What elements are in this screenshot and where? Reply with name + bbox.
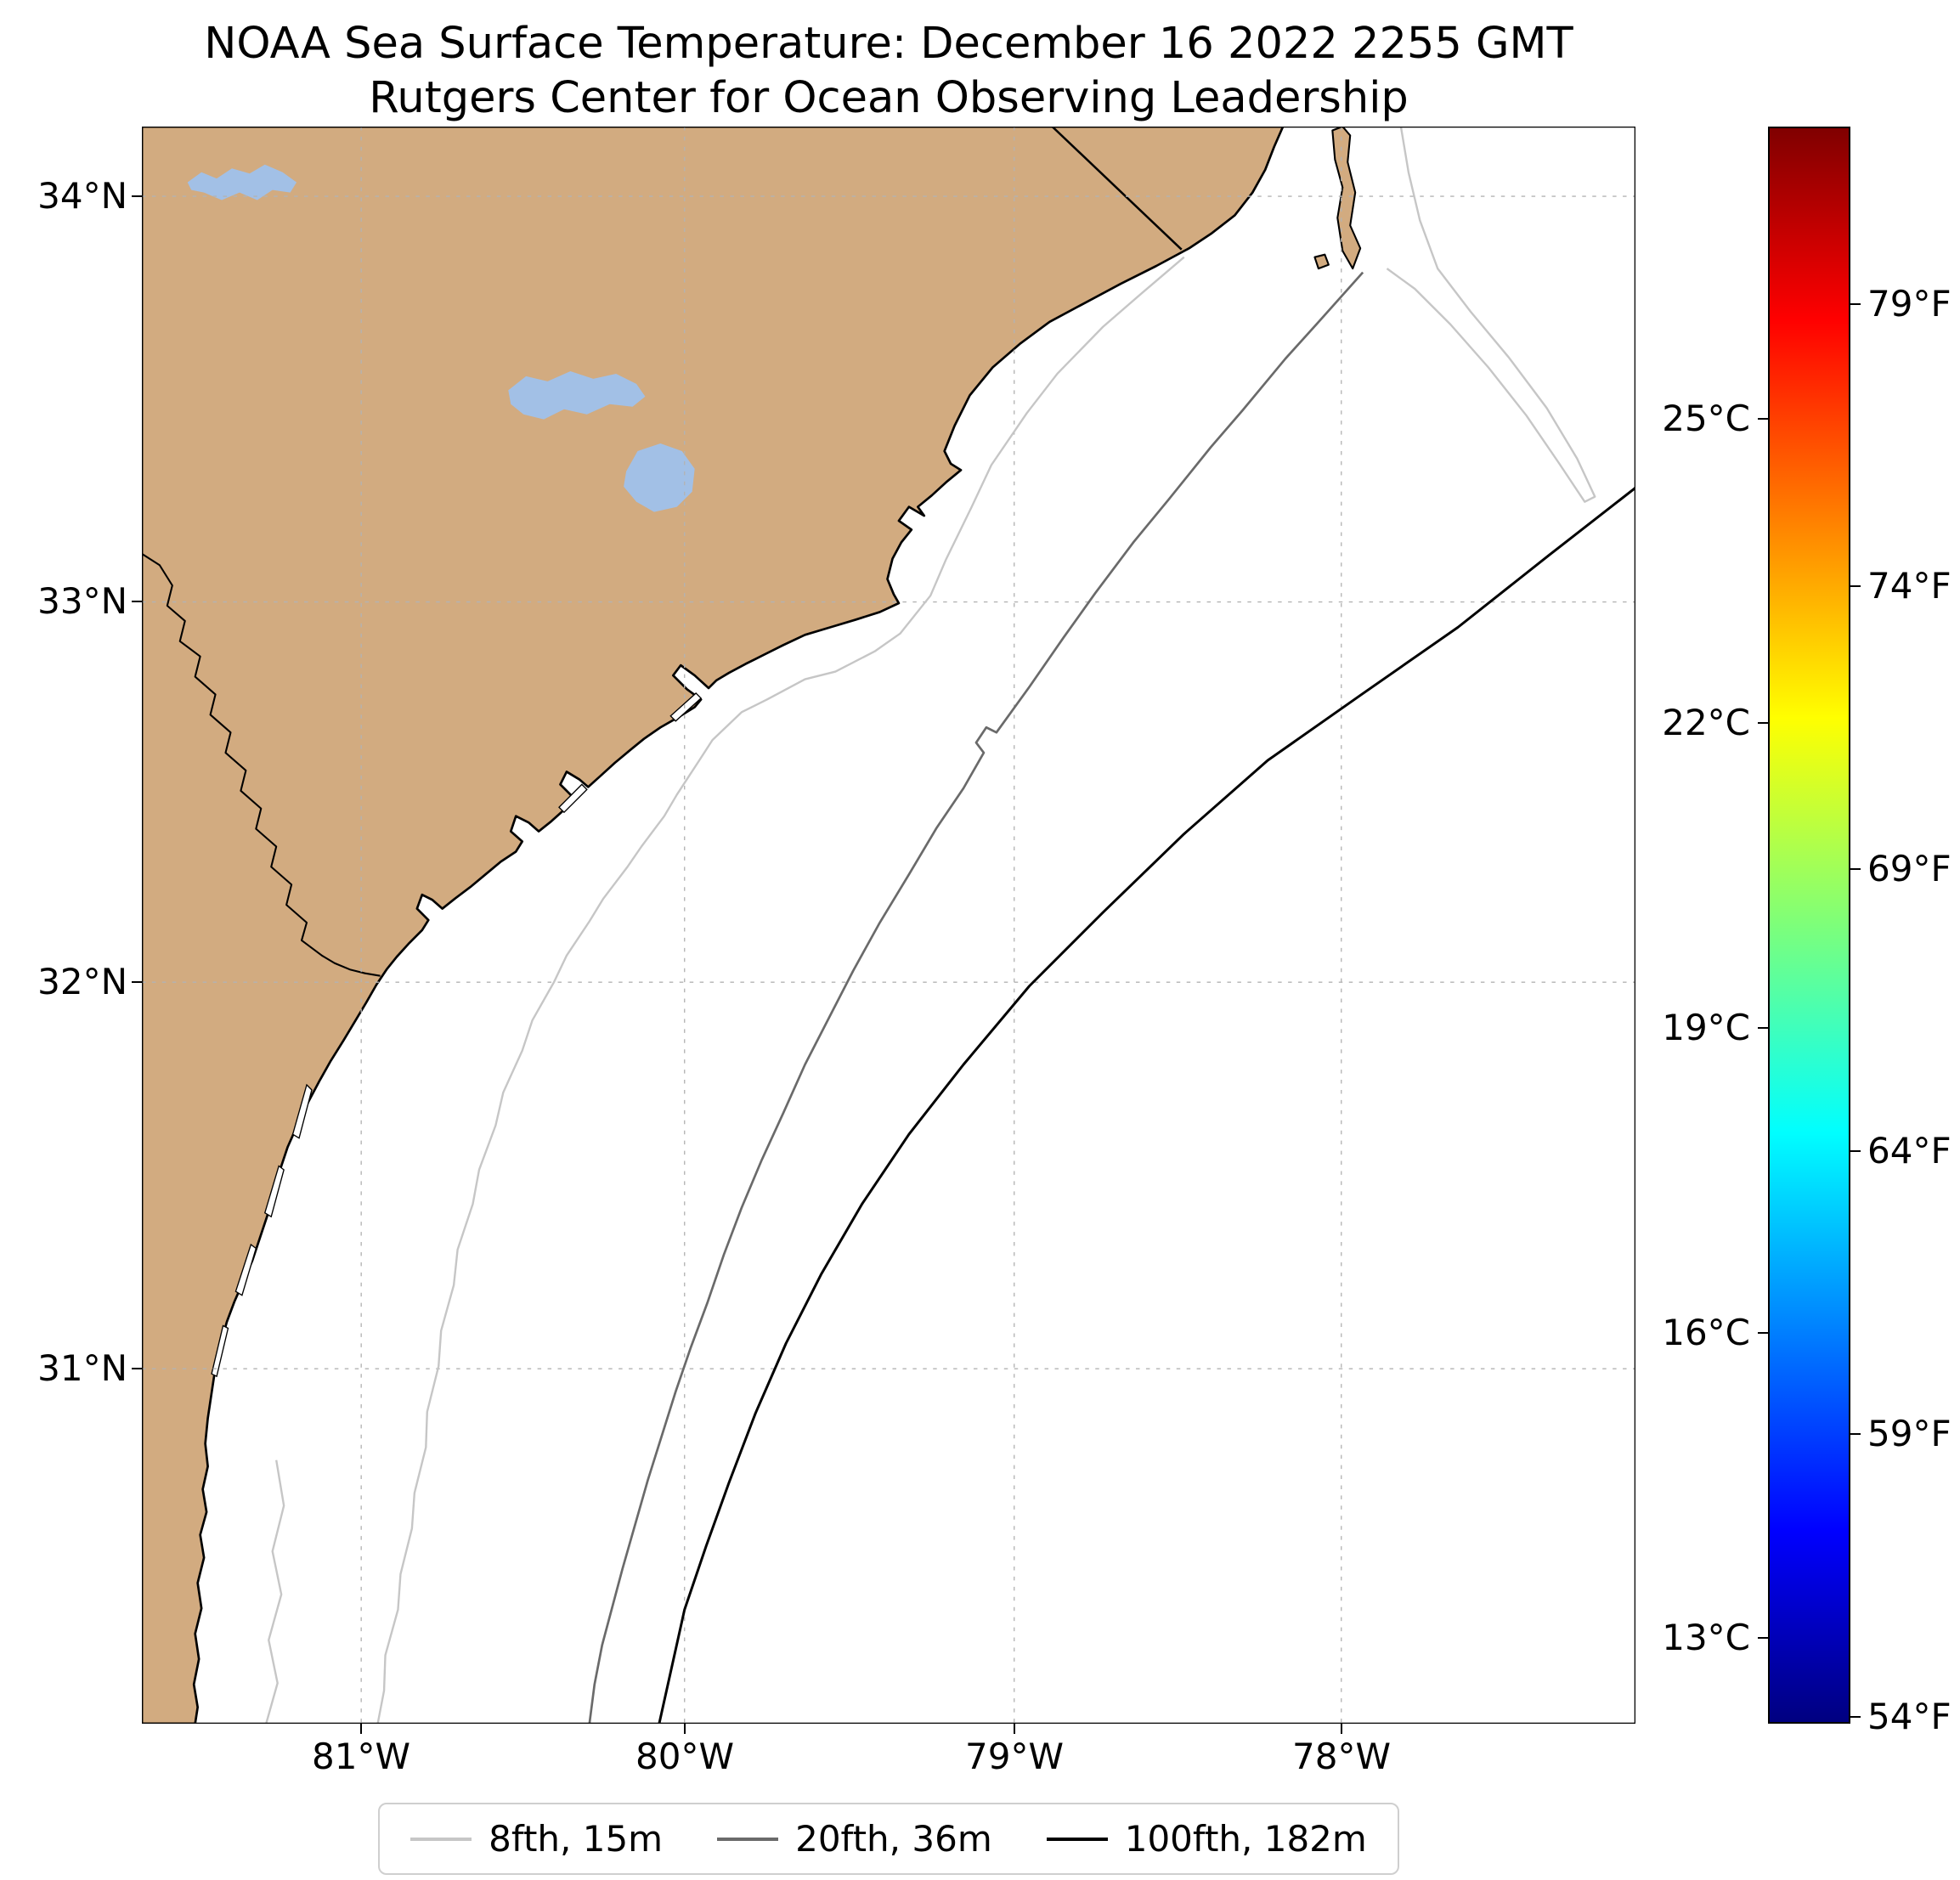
- lat-tick-mark: [132, 195, 142, 197]
- colorbar-tick-mark: [1758, 418, 1768, 420]
- legend-item-20fth: 20fth, 36m: [717, 1818, 992, 1860]
- colorbar-label-c: 13°C: [1662, 1617, 1750, 1658]
- land-polygon: [142, 127, 1285, 1724]
- colorbar-label-f: 79°F: [1867, 283, 1952, 325]
- colorbar-label-f: 54°F: [1867, 1696, 1952, 1737]
- coastal-channel: [291, 1083, 313, 1139]
- lon-tick-mark: [684, 1724, 686, 1734]
- savannah-river: [142, 552, 381, 977]
- colorbar-label-c: 25°C: [1662, 398, 1750, 439]
- legend: 8fth, 15m 20fth, 36m 100fth, 182m: [142, 1803, 1635, 1875]
- coastal-channel: [669, 692, 703, 722]
- coastal-channel: [263, 1165, 285, 1218]
- colorbar-tick-mark: [1850, 1150, 1861, 1152]
- colorbar: [1768, 127, 1850, 1724]
- coastal-channel: [558, 783, 588, 814]
- lon-tick-mark: [1014, 1724, 1015, 1734]
- colorbar-label-f: 74°F: [1867, 565, 1952, 607]
- lat-tick-mark: [132, 981, 142, 983]
- colorbar-label-f: 69°F: [1867, 848, 1952, 889]
- legend-label-8fth: 8fth, 15m: [489, 1818, 664, 1860]
- lon-tick-label: 78°W: [1292, 1736, 1391, 1777]
- colorbar-tick-mark: [1850, 1433, 1861, 1435]
- figure-title: NOAA Sea Surface Temperature: December 1…: [142, 17, 1635, 126]
- colorbar-tick-mark: [1850, 585, 1861, 587]
- colorbar-gradient: [1770, 128, 1849, 1722]
- colorbar-label-c: 22°C: [1662, 702, 1750, 743]
- lon-tick-label: 79°W: [965, 1736, 1064, 1777]
- lake-moultrie: [624, 443, 695, 512]
- cape-fear-island: [1331, 127, 1362, 270]
- lat-tick-label: 31°N: [37, 1347, 127, 1389]
- bathymetry-contours: [265, 127, 1635, 1724]
- legend-line-8fth: [410, 1837, 472, 1841]
- colorbar-tick-mark: [1850, 868, 1861, 870]
- state-border-line: [1051, 127, 1183, 251]
- lake-murray: [187, 164, 297, 200]
- colorbar-tick-mark: [1758, 722, 1768, 724]
- lon-tick-label: 80°W: [635, 1736, 734, 1777]
- legend-item-100fth: 100fth, 182m: [1046, 1818, 1367, 1860]
- colorbar-label-f: 59°F: [1867, 1413, 1952, 1454]
- legend-label-100fth: 100fth, 182m: [1124, 1818, 1367, 1860]
- coastal-channel: [211, 1324, 229, 1378]
- colorbar-tick-mark: [1850, 303, 1861, 305]
- contour-100fth: [658, 487, 1635, 1724]
- lat-tick-label: 32°N: [37, 961, 127, 1002]
- colorbar-tick-mark: [1758, 1332, 1768, 1334]
- lon-tick-mark: [1341, 1724, 1342, 1734]
- legend-box: 8fth, 15m 20fth, 36m 100fth, 182m: [378, 1803, 1399, 1875]
- colorbar-tick-mark: [1850, 1716, 1861, 1718]
- contour-8fth-main: [376, 256, 1185, 1724]
- legend-line-100fth: [1046, 1837, 1108, 1841]
- colorbar-tick-mark: [1758, 1637, 1768, 1639]
- lon-tick-mark: [360, 1724, 362, 1734]
- contour-8fth-inshore: [265, 1459, 285, 1724]
- contour-20fth: [588, 271, 1364, 1724]
- gridlines: [142, 127, 1635, 1724]
- lake-marion: [508, 370, 646, 420]
- title-line-2: Rutgers Center for Ocean Observing Leade…: [369, 73, 1409, 123]
- legend-label-20fth: 20fth, 36m: [795, 1818, 992, 1860]
- lat-tick-mark: [132, 1368, 142, 1369]
- map-canvas: [142, 127, 1635, 1724]
- colorbar-label-c: 16°C: [1662, 1312, 1750, 1353]
- legend-item-8fth: 8fth, 15m: [410, 1818, 663, 1860]
- lat-tick-label: 34°N: [37, 175, 127, 217]
- legend-line-20fth: [717, 1837, 779, 1841]
- colorbar-label-c: 19°C: [1662, 1007, 1750, 1048]
- lon-tick-label: 81°W: [312, 1736, 410, 1777]
- lat-tick-mark: [132, 601, 142, 602]
- lat-tick-label: 33°N: [37, 580, 127, 622]
- colorbar-tick-mark: [1758, 1027, 1768, 1029]
- colorbar-label-f: 64°F: [1867, 1130, 1952, 1171]
- small-islet: [1313, 253, 1330, 270]
- contour-8fth-shoals: [1386, 127, 1596, 503]
- coastal-channel: [234, 1243, 257, 1296]
- title-line-1: NOAA Sea Surface Temperature: December 1…: [204, 19, 1573, 69]
